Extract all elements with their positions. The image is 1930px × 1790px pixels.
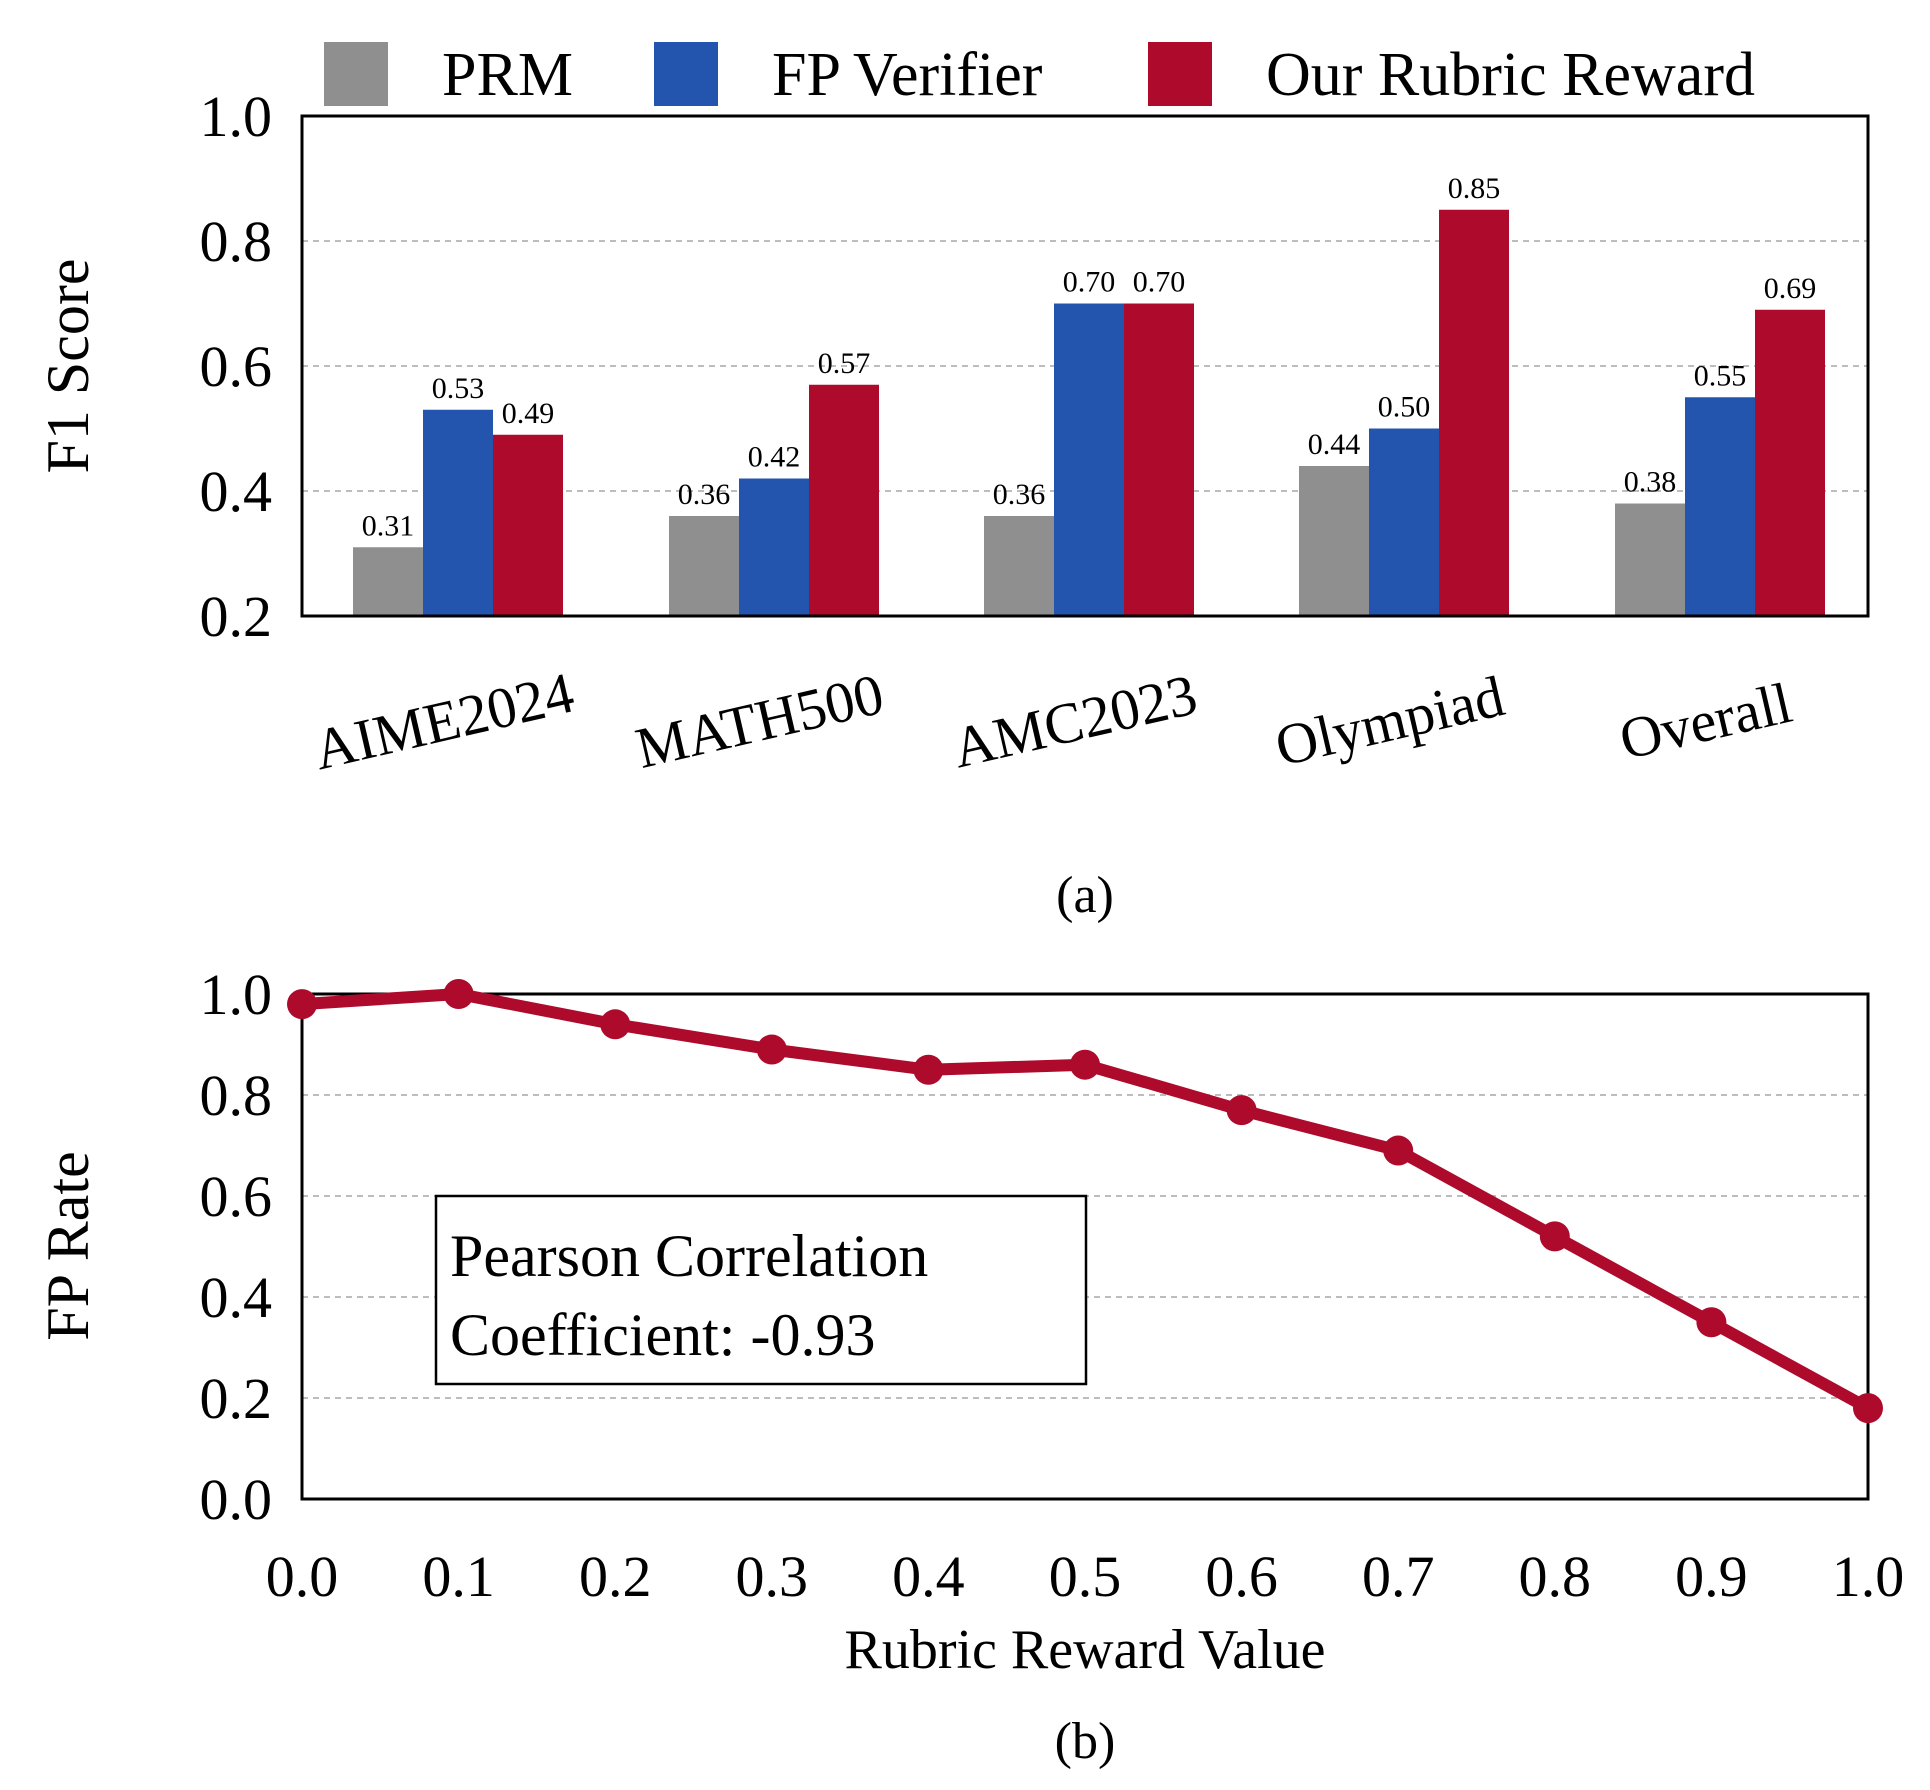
subtitle-a: (a) xyxy=(1056,867,1114,924)
x-tick-label: 0.8 xyxy=(1519,1544,1592,1609)
y-tick-label: 0.6 xyxy=(200,1164,273,1229)
annotation-line-2: Coefficient: -0.93 xyxy=(450,1302,875,1368)
bar-prm-math500 xyxy=(669,516,739,616)
y-tick-label: 1.0 xyxy=(200,84,273,149)
bars xyxy=(353,209,1825,616)
data-point xyxy=(600,1009,631,1040)
data-point xyxy=(1383,1135,1414,1166)
bar-value-label: 0.85 xyxy=(1448,172,1501,205)
x-tick-label-aime2024: AIME2024 xyxy=(308,660,580,783)
bar-our-rubric-reward-overall xyxy=(1755,309,1825,616)
bar-value-label: 0.57 xyxy=(818,347,871,380)
x-tick-label: 0.5 xyxy=(1049,1544,1122,1609)
bar-value-label: 0.53 xyxy=(432,372,485,405)
data-point xyxy=(1853,1393,1883,1424)
data-point xyxy=(443,979,474,1009)
y-tick-labels: 0.0 0.2 0.4 0.6 0.8 1.0 xyxy=(200,962,273,1532)
bar-prm-overall xyxy=(1615,503,1685,616)
bar-value-label: 0.44 xyxy=(1308,428,1361,461)
data-point xyxy=(287,989,317,1020)
line-chart: Pearson Correlation Coefficient: -0.93 0… xyxy=(35,962,1904,1770)
y-tick-label: 0.8 xyxy=(200,1063,273,1128)
bar-chart: PRM FP Verifier Our Rubric Reward 0.31 0.53… xyxy=(35,41,1870,924)
subtitle-b: (b) xyxy=(1055,1713,1116,1770)
series-points xyxy=(287,979,1883,1424)
x-axis-label: Rubric Reward Value xyxy=(844,1619,1325,1681)
x-tick-labels: AIME2024 MATH500 AMC2023 Olympiad Overall xyxy=(308,660,1798,783)
legend-swatch-prm xyxy=(324,42,388,106)
x-tick-label: 0.4 xyxy=(892,1544,965,1609)
x-tick-label: 0.0 xyxy=(266,1544,339,1609)
y-tick-label: 0.2 xyxy=(200,1366,273,1431)
x-tick-label: 1.0 xyxy=(1832,1544,1905,1609)
data-point xyxy=(1696,1307,1727,1338)
bar-value-label: 0.36 xyxy=(678,478,731,511)
y-tick-label: 0.0 xyxy=(200,1467,273,1532)
x-tick-label: 0.6 xyxy=(1205,1544,1278,1609)
x-tick-label-olympiad: Olympiad xyxy=(1269,663,1510,779)
x-tick-label-overall: Overall xyxy=(1614,670,1798,772)
x-tick-label: 0.3 xyxy=(736,1544,809,1609)
x-tick-label: 0.7 xyxy=(1362,1544,1435,1609)
bar-our-rubric-reward-math500 xyxy=(809,384,879,616)
x-tick-label-amc2023: AMC2023 xyxy=(946,661,1202,780)
y-tick-label: 1.0 xyxy=(200,962,273,1027)
annotation-frame xyxy=(434,1194,1088,1386)
y-axis-label: FP Rate xyxy=(35,1151,101,1340)
bar-value-label: 0.70 xyxy=(1063,266,1116,299)
x-tick-label: 0.2 xyxy=(579,1544,652,1609)
bar-fp-verifier-overall xyxy=(1685,397,1755,616)
legend-label-fp-verifier: FP Verifier xyxy=(772,41,1043,109)
y-tick-label: 0.6 xyxy=(200,334,273,399)
legend-swatch-fp-verifier xyxy=(654,42,718,106)
bar-fp-verifier-amc2023 xyxy=(1054,303,1124,616)
x-tick-label: 0.9 xyxy=(1675,1544,1748,1609)
bar-value-label: 0.42 xyxy=(748,441,801,474)
legend-label-our-rubric-reward: Our Rubric Reward xyxy=(1266,41,1755,109)
legend-label-prm: PRM xyxy=(442,41,573,109)
bar-value-label: 0.38 xyxy=(1624,466,1677,499)
bar-value-label: 0.49 xyxy=(502,397,555,430)
data-point xyxy=(1226,1095,1257,1126)
data-point xyxy=(1070,1049,1100,1080)
data-point xyxy=(756,1034,787,1065)
bar-fp-verifier-aime2024 xyxy=(423,409,493,616)
bar-value-label: 0.55 xyxy=(1694,359,1747,392)
y-tick-labels: 0.2 0.4 0.6 0.8 1.0 xyxy=(200,84,273,649)
y-tick-label: 0.2 xyxy=(200,584,273,649)
bar-fp-verifier-olympiad xyxy=(1369,428,1439,616)
annotation-box: Pearson Correlation Coefficient: -0.93 xyxy=(434,1194,1088,1386)
bar-prm-aime2024 xyxy=(353,547,423,616)
bar-our-rubric-reward-amc2023 xyxy=(1124,303,1194,616)
legend-swatch-our-rubric-reward xyxy=(1148,42,1212,106)
x-tick-label-math500: MATH500 xyxy=(630,661,890,781)
bar-our-rubric-reward-olympiad xyxy=(1439,209,1509,616)
y-tick-label: 0.8 xyxy=(200,209,273,274)
bar-prm-olympiad xyxy=(1299,466,1369,616)
bar-value-label: 0.36 xyxy=(993,478,1046,511)
x-tick-label: 0.1 xyxy=(422,1544,495,1609)
data-point xyxy=(1539,1221,1570,1252)
bar-value-label: 0.69 xyxy=(1764,272,1817,305)
bar-value-label: 0.31 xyxy=(362,509,415,542)
bar-prm-amc2023 xyxy=(984,516,1054,616)
y-axis-label: F1 Score xyxy=(35,259,101,474)
data-point xyxy=(913,1054,944,1085)
bar-value-label: 0.50 xyxy=(1378,391,1431,424)
bar-our-rubric-reward-aime2024 xyxy=(493,434,563,616)
y-tick-label: 0.4 xyxy=(200,1265,273,1330)
bar-fp-verifier-math500 xyxy=(739,478,809,616)
bar-value-labels: 0.31 0.53 0.49 0.36 0.42 0.57 0.36 0.70 0.70 0.44… xyxy=(362,172,1817,543)
legend: PRM FP Verifier Our Rubric Reward xyxy=(324,41,1755,109)
bar-value-label: 0.70 xyxy=(1133,266,1186,299)
y-tick-label: 0.4 xyxy=(200,459,273,524)
plot-frame xyxy=(300,114,1870,618)
plot-frame xyxy=(300,992,1870,1501)
x-tick-labels: 0.0 0.1 0.2 0.3 0.4 0.5 0.6 0.7 0.8 0.9 1.0 xyxy=(266,1544,1905,1609)
annotation-line-1: Pearson Correlation xyxy=(450,1223,928,1289)
